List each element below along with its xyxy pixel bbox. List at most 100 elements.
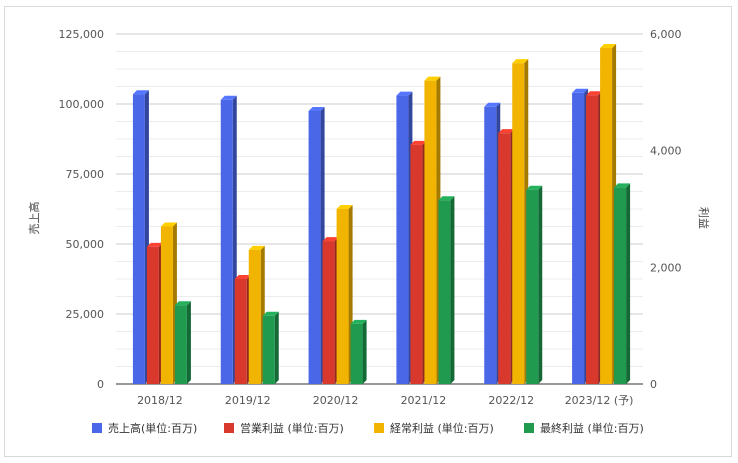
bar-side — [362, 319, 367, 384]
bar-top — [322, 237, 339, 242]
bar-front — [234, 279, 247, 384]
legend-label: 売上高(単位:百万) — [108, 421, 197, 435]
legend-item: 経常利益 (単位:百万) — [374, 421, 494, 435]
bar-front — [484, 106, 497, 385]
bar-top — [424, 76, 441, 81]
legend-swatch — [524, 423, 534, 433]
legend-item: 最終利益 (単位:百万) — [524, 421, 644, 435]
left-tick-label: 100,000 — [59, 98, 105, 111]
right-tick-label: 2,000 — [650, 261, 682, 274]
bar-top — [526, 185, 543, 190]
left-axis-title: 売上高 — [27, 202, 41, 235]
bars — [132, 44, 631, 385]
bar-top — [498, 129, 515, 134]
bar-front — [600, 48, 613, 384]
bar-top — [572, 88, 589, 93]
category-label: 2018/12 — [137, 394, 183, 407]
bar-top — [160, 222, 177, 227]
gridlines — [116, 33, 643, 385]
bar — [160, 222, 177, 384]
bar-front — [410, 144, 423, 384]
legend-swatch — [92, 423, 102, 433]
right-tick-label: 4,000 — [650, 145, 682, 158]
bar — [498, 129, 515, 384]
legend-label: 最終利益 (単位:百万) — [540, 421, 644, 435]
bar — [484, 102, 501, 385]
bar-front — [146, 246, 159, 384]
bar — [438, 196, 455, 384]
legend-item: 営業利益 (単位:百万) — [224, 421, 344, 435]
right-tick-label: 6,000 — [650, 28, 682, 41]
left-axis-ticks: 0 25,000 50,000 75,000 100,000 125,000 — [59, 28, 105, 391]
category-label: 2020/12 — [313, 394, 359, 407]
bar — [234, 275, 251, 384]
bar-side — [274, 311, 279, 384]
bar-side — [186, 301, 191, 384]
bar-top — [262, 311, 279, 316]
bar-front — [512, 63, 525, 385]
bar-front — [396, 95, 409, 384]
bar-front — [438, 200, 451, 384]
left-tick-label: 125,000 — [59, 28, 105, 41]
bar-front — [308, 111, 321, 384]
bar-top — [614, 183, 631, 188]
left-tick-label: 25,000 — [66, 308, 105, 321]
legend-label: 経常利益 (単位:百万) — [390, 421, 494, 435]
bar-top — [308, 107, 325, 111]
bar — [262, 311, 279, 384]
legend-label: 営業利益 (単位:百万) — [240, 421, 344, 435]
bar — [396, 91, 413, 384]
bar-front — [614, 187, 627, 384]
bar-top — [410, 140, 427, 145]
bar-top — [336, 205, 353, 209]
bar — [586, 91, 603, 384]
legend: 売上高(単位:百万) 営業利益 (単位:百万) 経常利益 (単位:百万) 最終利益 (… — [92, 421, 644, 435]
category-labels: 2018/12 2019/12 2020/12 2021/12 2022/12 2023/… — [137, 394, 633, 407]
bar-front — [220, 99, 233, 385]
bar — [572, 88, 589, 385]
bar-front — [498, 133, 511, 384]
bar-front — [132, 94, 145, 384]
category-label: 2021/12 — [401, 394, 447, 407]
category-label: 2022/12 — [488, 394, 534, 407]
bar — [308, 107, 325, 384]
left-tick-label: 0 — [97, 378, 104, 391]
category-label: 2019/12 — [225, 394, 271, 407]
bar — [174, 301, 191, 384]
left-tick-label: 75,000 — [66, 168, 105, 181]
right-axis-title: 利益 — [697, 207, 711, 229]
bar-front — [174, 305, 187, 384]
bar-top — [220, 95, 237, 100]
bar — [322, 237, 339, 384]
bar — [350, 319, 367, 384]
bar-front — [572, 92, 585, 385]
bar-front — [350, 323, 363, 384]
bar-side — [626, 183, 631, 384]
bar-top — [146, 242, 163, 247]
legend-swatch — [224, 423, 234, 433]
bar — [336, 205, 353, 384]
bar — [410, 140, 427, 384]
bar — [512, 59, 529, 385]
bar — [146, 242, 163, 384]
bar-top — [512, 59, 529, 64]
bar-front — [586, 95, 599, 384]
bar-top — [600, 44, 617, 48]
bar — [248, 245, 265, 384]
bar — [424, 76, 441, 385]
bar — [614, 183, 631, 384]
bar-top — [438, 196, 455, 201]
bar-top — [248, 245, 265, 250]
left-tick-label: 50,000 — [66, 238, 105, 251]
bar — [132, 90, 149, 384]
bar-front — [160, 226, 173, 384]
bar-top — [234, 275, 251, 279]
right-tick-label: 0 — [650, 378, 657, 391]
bar-side — [538, 185, 543, 384]
bar-front — [248, 249, 261, 384]
bar-top — [586, 91, 603, 96]
category-label: 2023/12 (予) — [565, 394, 634, 407]
bar-top — [132, 90, 149, 95]
bar-front — [322, 241, 335, 384]
legend-swatch — [374, 423, 384, 433]
